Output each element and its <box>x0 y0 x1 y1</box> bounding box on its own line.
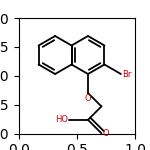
Text: Br: Br <box>122 69 131 78</box>
Text: O: O <box>102 129 109 138</box>
Text: HO: HO <box>55 115 68 124</box>
Text: O: O <box>85 94 91 103</box>
